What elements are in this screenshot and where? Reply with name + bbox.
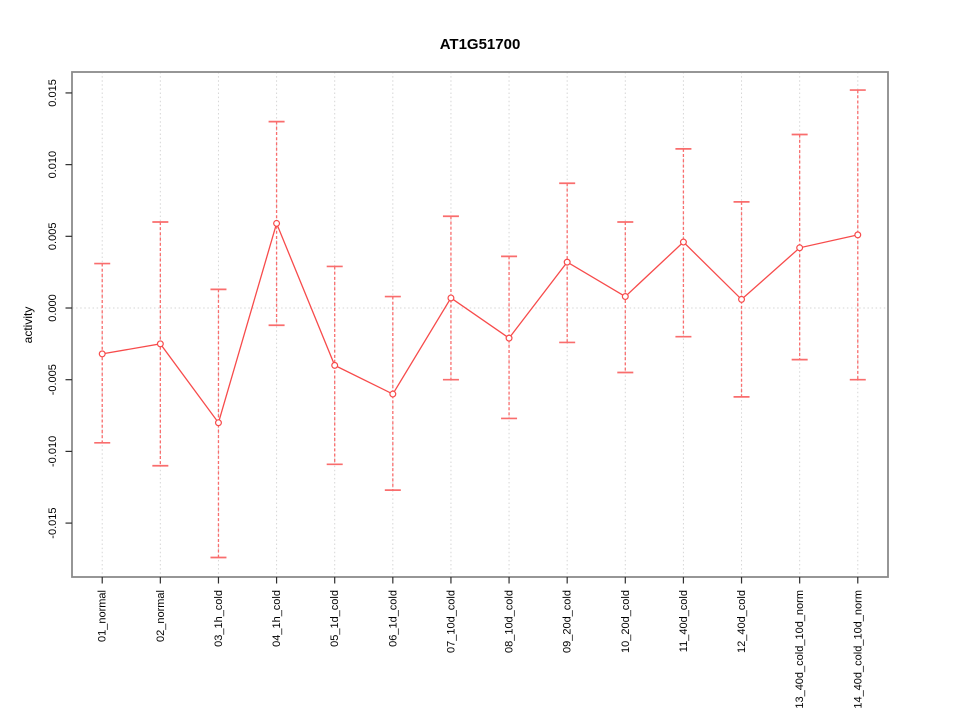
y-tick-label: -0.005: [47, 364, 59, 395]
x-tick-label: 12_40d_cold: [736, 590, 748, 653]
data-point-marker: [447, 294, 455, 302]
y-tick-label: 0.000: [47, 294, 59, 322]
x-tick-label: 05_1d_cold: [329, 590, 341, 647]
y-tick-label: -0.015: [47, 507, 59, 538]
y-tick-label: -0.010: [47, 436, 59, 467]
data-point-marker: [273, 219, 281, 227]
data-point-marker: [854, 231, 862, 239]
data-point-marker: [563, 258, 571, 266]
x-tick-label: 08_10d_cold: [504, 590, 516, 653]
x-tick-label: 02_normal: [155, 590, 167, 642]
data-point-marker: [796, 244, 804, 252]
x-tick-label: 01_normal: [97, 590, 109, 642]
x-tick-label: 14_40d_cold_10d_norm: [852, 590, 864, 709]
data-point-marker: [621, 293, 629, 301]
x-tick-label: 06_1d_cold: [387, 590, 399, 647]
x-tick-label: 13_40d_cold_10d_norm: [794, 590, 806, 709]
series-line: [102, 221, 858, 425]
data-point-marker: [214, 419, 222, 427]
x-tick-label: 09_20d_cold: [562, 590, 574, 653]
data-point-marker: [98, 350, 106, 358]
data-point-marker: [679, 238, 687, 246]
x-tick-label: 07_10d_cold: [445, 590, 457, 653]
y-tick-label: 0.010: [47, 151, 59, 179]
x-tick-label: 10_20d_cold: [620, 590, 632, 653]
chart-title: AT1G51700: [439, 36, 521, 53]
x-tick-label: 11_40d_cold: [678, 590, 690, 652]
data-point-marker: [331, 361, 339, 369]
y-tick-label: 0.005: [47, 223, 59, 251]
x-tick-label: 03_1h_cold: [213, 590, 225, 647]
x-tick-label: 04_1h_cold: [271, 590, 283, 647]
data-point-marker: [389, 390, 397, 398]
data-point-marker: [505, 334, 513, 342]
data-point-marker: [156, 340, 164, 348]
y-tick-label: 0.015: [47, 79, 59, 107]
plot-box: [71, 71, 889, 578]
data-point-marker: [738, 295, 746, 303]
